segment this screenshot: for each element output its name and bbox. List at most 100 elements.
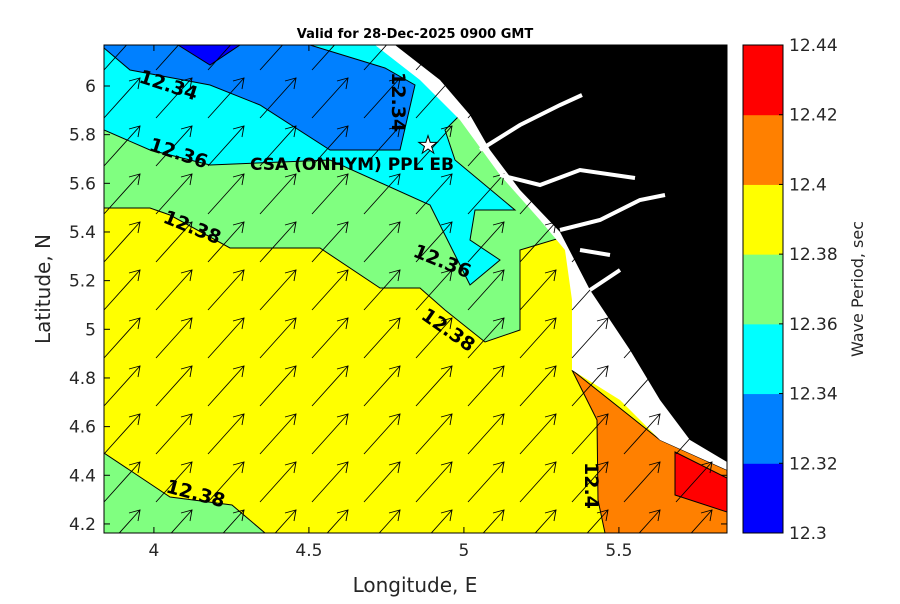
wave-vector bbox=[207, 269, 245, 311]
wave-vector bbox=[259, 221, 297, 263]
band-12.32-12.34 bbox=[104, 45, 416, 151]
colorbar-tick-label: 12.36 bbox=[789, 315, 838, 335]
x-tick-label: 4.5 bbox=[295, 541, 322, 561]
wave-vector bbox=[259, 413, 297, 455]
wave-vector bbox=[222, 509, 245, 533]
y-tick-label: 4.2 bbox=[69, 515, 96, 535]
x-axis-label: Longitude, E bbox=[353, 573, 478, 597]
wave-vector bbox=[326, 509, 349, 533]
colorbar-label: Wave Period, sec bbox=[848, 221, 867, 357]
band-12.30-12.32 bbox=[177, 45, 241, 66]
wave-vector bbox=[155, 173, 193, 215]
wave-vector bbox=[104, 413, 141, 455]
colorbar-tick-label: 12.44 bbox=[789, 36, 838, 56]
y-tick-label: 4.8 bbox=[69, 369, 96, 389]
colorbar-swatch bbox=[743, 323, 783, 395]
wave-vector bbox=[571, 365, 609, 407]
colorbar-swatch bbox=[743, 254, 783, 325]
wave-vector bbox=[415, 269, 453, 311]
wave-vector bbox=[363, 269, 401, 311]
wave-vector bbox=[571, 461, 609, 503]
wave-vector bbox=[207, 365, 245, 407]
x-tick-label: 5.5 bbox=[605, 541, 632, 561]
wave-vector bbox=[363, 413, 401, 455]
wave-vector bbox=[207, 173, 245, 215]
wave-vector bbox=[259, 173, 297, 215]
wave-vector bbox=[363, 365, 401, 407]
wave-vector bbox=[430, 509, 453, 533]
wave-vector bbox=[155, 317, 193, 359]
wave-vector bbox=[155, 413, 193, 455]
wave-vector bbox=[415, 125, 453, 167]
wave-vector bbox=[467, 269, 505, 311]
wave-vector bbox=[207, 125, 245, 167]
wave-vector bbox=[363, 77, 401, 119]
colorbar-tick-label: 12.4 bbox=[789, 175, 827, 195]
x-tick-label: 4 bbox=[148, 541, 159, 561]
colorbar-swatch bbox=[743, 393, 783, 464]
colorbar-swatch bbox=[743, 114, 783, 185]
colorbar-frame bbox=[742, 44, 784, 534]
colorbar-tick-label: 12.34 bbox=[789, 385, 838, 405]
wave-vector bbox=[259, 317, 297, 359]
contour-label: 12.4 bbox=[580, 462, 602, 509]
band-12.42-12.44 bbox=[674, 451, 727, 513]
wave-vector bbox=[586, 509, 609, 533]
colorbar-swatch bbox=[743, 184, 783, 255]
wave-vector bbox=[104, 77, 141, 119]
wave-vector bbox=[207, 77, 245, 119]
wave-vector bbox=[207, 461, 245, 503]
wave-vector bbox=[104, 365, 141, 407]
wave-vector bbox=[571, 413, 609, 455]
wave-vector bbox=[415, 173, 453, 215]
wave-vector bbox=[311, 125, 349, 167]
wave-vector bbox=[274, 509, 297, 533]
colorbar-tick-label: 12.3 bbox=[789, 524, 827, 544]
contour-label: 12.34 bbox=[387, 72, 409, 132]
wave-vector bbox=[623, 413, 661, 455]
wave-vector bbox=[363, 317, 401, 359]
y-axis-label: Latitude, N bbox=[31, 234, 55, 344]
wave-vector bbox=[467, 413, 505, 455]
wave-vector bbox=[155, 125, 193, 167]
wave-vector bbox=[104, 317, 141, 359]
wave-vector bbox=[623, 461, 661, 503]
wave-vector bbox=[155, 77, 193, 119]
wave-vector bbox=[104, 221, 141, 263]
wave-vector bbox=[519, 317, 557, 359]
wave-vector bbox=[207, 45, 232, 71]
wave-vector bbox=[259, 461, 297, 503]
wave-vector bbox=[155, 221, 193, 263]
plot-frame bbox=[103, 44, 728, 534]
wave-vector bbox=[104, 269, 141, 311]
wave-vector bbox=[155, 365, 193, 407]
wave-vector bbox=[363, 221, 401, 263]
wave-vector bbox=[519, 413, 557, 455]
band-12.34-12.36 bbox=[104, 45, 521, 286]
wave-vector bbox=[311, 461, 349, 503]
wave-vector bbox=[534, 509, 557, 533]
y-tick-label: 4.6 bbox=[69, 418, 96, 438]
wave-vector bbox=[519, 269, 557, 311]
wave-vector bbox=[259, 125, 297, 167]
colorbar-tick-label: 12.38 bbox=[789, 245, 838, 265]
y-tick-label: 5 bbox=[85, 320, 96, 340]
wave-vector bbox=[519, 461, 557, 503]
chart-title: Valid for 28-Dec-2025 0900 GMT bbox=[297, 27, 534, 42]
y-tick-label: 5.4 bbox=[69, 223, 96, 243]
wave-vector bbox=[690, 509, 713, 533]
wave-vector bbox=[259, 45, 284, 71]
wave-vector bbox=[155, 45, 180, 71]
wave-vector bbox=[363, 173, 401, 215]
wave-vector bbox=[311, 269, 349, 311]
colorbar-swatch bbox=[743, 45, 783, 116]
wave-vector bbox=[155, 461, 193, 503]
land bbox=[395, 45, 727, 462]
wave-vector bbox=[259, 77, 297, 119]
wave-vector bbox=[311, 221, 349, 263]
wave-vector bbox=[467, 317, 505, 359]
y-tick-label: 5.8 bbox=[69, 126, 96, 146]
wave-vector bbox=[415, 221, 453, 263]
wave-vector bbox=[467, 221, 505, 263]
